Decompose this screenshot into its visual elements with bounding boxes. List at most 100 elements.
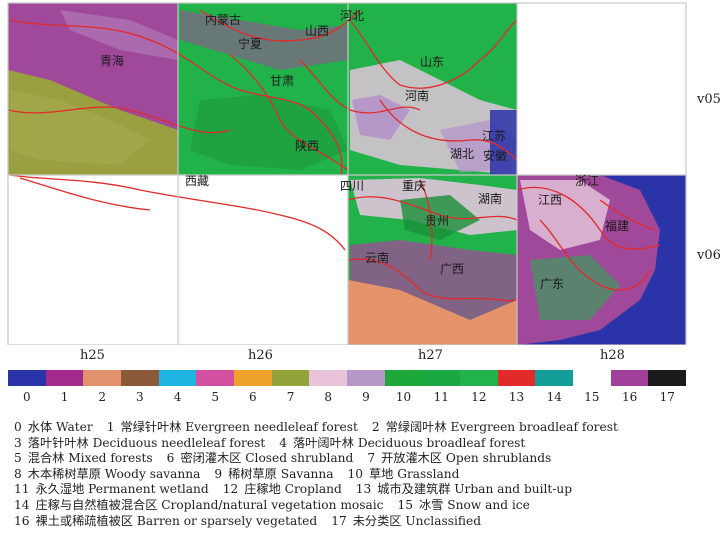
legend-entry-english: Cropland xyxy=(284,482,342,497)
legend-class-numbers: 0 1 2 3 4 5 6 7 8 9 10 11 12 13 14 15 16 17 xyxy=(8,390,686,404)
legend-entry-number: 6 xyxy=(166,451,175,466)
legend-entry-english: Cropland/natural vegetation mosaic xyxy=(161,497,384,512)
legend-swatch-number: 5 xyxy=(211,390,220,404)
province-label: 山西 xyxy=(305,24,329,38)
legend-swatch-number: 4 xyxy=(173,390,182,404)
legend-entry-english: Snow and ice xyxy=(447,497,530,512)
tile-col-label-h28: h28 xyxy=(600,348,625,363)
legend-entry-number: 4 xyxy=(279,435,288,450)
legend-swatch-number: 0 xyxy=(23,390,31,404)
province-label: 西藏 xyxy=(185,174,209,188)
legend-entry-number: 15 xyxy=(397,497,413,512)
legend-entry: 12 庄稼地 Cropland xyxy=(223,482,342,496)
legend-row: 14 庄稼与自然植被混合区 Cropland/natural vegetation… xyxy=(14,498,718,514)
province-label: 福建 xyxy=(605,218,629,233)
province-label: 江苏 xyxy=(482,129,506,143)
tile-grid xyxy=(7,2,687,345)
legend-entry-english: Open shrublands xyxy=(445,451,552,466)
legend-swatch-number: 9 xyxy=(362,390,370,404)
legend-row: 3 落叶针叶林 Deciduous needleleaf forest 4 落叶阔叶林… xyxy=(14,436,718,452)
legend-entry-english: Permanent wetland xyxy=(88,482,209,497)
legend-entry-chinese: 木本稀树草原 xyxy=(27,466,101,481)
legend-entry-english: Barren or sparsely vegetated xyxy=(136,513,318,528)
province-label: 安徽 xyxy=(483,148,507,163)
province-label: 云南 xyxy=(365,250,389,265)
province-label: 重庆 xyxy=(402,179,426,193)
legend-swatch-number: 14 xyxy=(546,390,562,404)
legend-entry: 0 水体 Water xyxy=(14,420,93,434)
province-label: 广西 xyxy=(440,262,464,276)
legend-entry: 10 草地 Grassland xyxy=(347,467,459,481)
legend-entry-english: Unclassified xyxy=(405,513,482,528)
legend-swatch-number: 8 xyxy=(324,390,333,404)
legend-entry: 16 裸土或稀疏植被区 Barren or sparsely vegetated xyxy=(14,514,317,528)
legend-entry-english: Woody savanna xyxy=(104,466,201,481)
legend-entry-english: Evergreen needleleaf forest xyxy=(185,420,358,434)
legend-swatch xyxy=(422,370,461,386)
legend-swatch xyxy=(384,370,423,386)
legend-entry: 2 常绿阔叶林 Evergreen broadleaf forest xyxy=(372,420,618,434)
legend-entry-chinese: 稀树草原 xyxy=(228,466,277,481)
legend-entry-number: 16 xyxy=(14,513,30,528)
legend-entry: 1 常绿针叶林 Evergreen needleleaf forest xyxy=(107,420,358,434)
province-label: 河北 xyxy=(340,9,364,23)
legend-swatch xyxy=(45,370,84,386)
province-label: 浙江 xyxy=(575,174,599,188)
legend-entry-number: 12 xyxy=(222,482,239,497)
legend-entry-number: 13 xyxy=(355,482,372,497)
province-label: 湖南 xyxy=(478,191,502,206)
legend-entry-chinese: 庄稼与自然植被混合区 xyxy=(35,497,158,512)
legend-swatch-number: 11 xyxy=(433,390,449,404)
legend-swatch-number: 10 xyxy=(395,390,412,404)
legend-entry-chinese: 密闭灌木区 xyxy=(180,451,242,466)
legend-entry-chinese: 未分类区 xyxy=(352,513,402,528)
province-label: 河南 xyxy=(405,88,429,103)
legend-entry-chinese: 城市及建筑群 xyxy=(377,482,451,497)
legend-swatch xyxy=(234,370,272,386)
legend-swatch xyxy=(460,370,498,386)
legend-swatch xyxy=(347,370,385,386)
province-label: 广东 xyxy=(540,277,564,291)
legend-swatch xyxy=(83,370,122,386)
legend-entry-chinese: 裸土或稀疏植被区 xyxy=(35,513,134,528)
legend-entry-english: Water xyxy=(56,420,93,434)
province-label: 陕西 xyxy=(295,138,319,153)
legend-entry-chinese: 常绿阔叶林 xyxy=(385,420,447,434)
tile-row-label-v05: v05 xyxy=(697,92,720,107)
province-label: 宁夏 xyxy=(238,36,262,51)
legend-row: 5 混合林 Mixed forests 6 密闭灌木区 Closed shrublan… xyxy=(14,451,718,467)
province-label: 四川 xyxy=(340,179,364,193)
province-label: 内蒙古 xyxy=(205,12,241,27)
legend-swatch-number: 7 xyxy=(286,390,295,404)
legend-entry-number: 17 xyxy=(331,513,347,528)
legend-entry-english: Urban and built-up xyxy=(454,482,573,497)
legend-entry-number: 2 xyxy=(371,420,380,434)
legend-entry-number: 8 xyxy=(14,466,22,481)
legend-list: 0 水体 Water 1 常绿针叶林 Evergreen needleleaf for… xyxy=(14,420,718,529)
legend-swatch-number: 15 xyxy=(584,390,600,404)
legend-swatch-number: 13 xyxy=(508,390,525,404)
province-label: 湖北 xyxy=(450,146,474,161)
legend-row: 11 永久湿地 Permanent wetland 12 庄稼地 Cropland 13… xyxy=(14,482,718,498)
legend-entry: 17 未分类区 Unclassified xyxy=(331,514,481,528)
legend-entry-chinese: 庄稼地 xyxy=(244,482,281,497)
legend-entry: 5 混合林 Mixed forests xyxy=(14,451,153,465)
legend-row: 8 木本稀树草原 Woody savanna 9 稀树草原 Savanna 10 草地 G… xyxy=(14,467,718,483)
legend-swatch-number: 6 xyxy=(249,390,257,404)
province-boundaries-west xyxy=(9,174,346,251)
legend-entry-number: 0 xyxy=(14,420,22,434)
legend-entry-chinese: 水体 xyxy=(27,420,53,434)
legend-entry: 15 冰雪 Snow and ice xyxy=(397,498,529,512)
tile-col-label-h27: h27 xyxy=(418,348,443,363)
tile-col-label-h26: h26 xyxy=(248,348,273,363)
legend-row: 16 裸土或稀疏植被区 Barren or sparsely vegetated 1… xyxy=(14,514,718,530)
legend-entry-chinese: 草地 xyxy=(368,466,394,481)
legend-swatch xyxy=(8,370,46,386)
legend-entry-chinese: 落叶阔叶林 xyxy=(293,435,354,450)
legend-entry: 8 木本稀树草原 Woody savanna xyxy=(14,467,200,481)
province-label: 甘肃 xyxy=(270,74,294,88)
province-label: 江西 xyxy=(538,193,562,207)
legend-swatch-number: 17 xyxy=(659,390,675,404)
legend-entry-english: Savanna xyxy=(280,466,334,481)
